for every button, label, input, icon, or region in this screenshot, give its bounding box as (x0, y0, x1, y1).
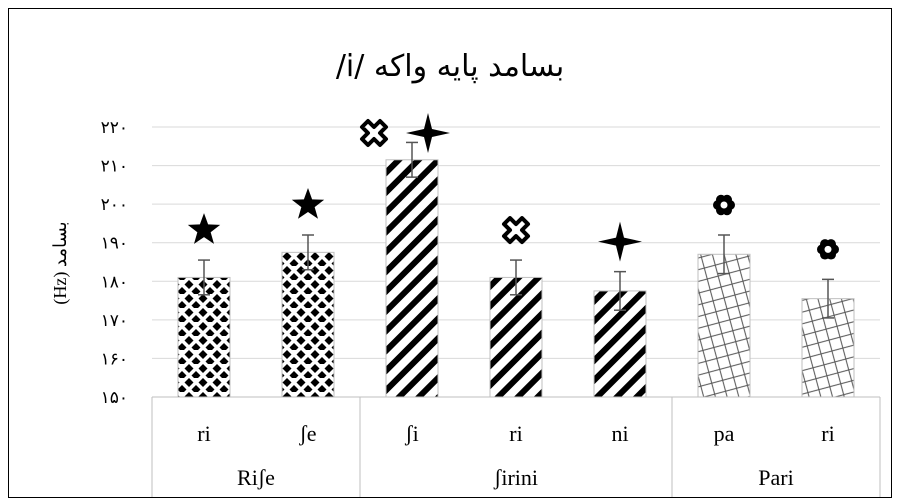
bars (177, 141, 855, 398)
flower-marker (713, 194, 735, 216)
y-tick-label: ۱۹۰ (101, 234, 128, 254)
error-bar (406, 141, 418, 178)
bar (281, 251, 335, 398)
x-category-label: ri (197, 421, 210, 446)
y-tick-label: ۲۰۰ (101, 195, 128, 215)
bar-markers (187, 113, 839, 262)
cross-circle-marker (502, 216, 530, 245)
x-category-label: ri (821, 421, 834, 446)
x-category-label: ʃe (298, 421, 316, 446)
bar (697, 253, 751, 398)
bar (489, 276, 543, 398)
error-bar (198, 259, 210, 296)
y-tick-label: ۲۱۰ (101, 157, 128, 177)
four-point-star-marker (406, 113, 450, 153)
chart-title: بسامد پایه واکه /i/ (336, 49, 564, 84)
x-category-label: ni (611, 421, 628, 446)
bar (177, 276, 231, 398)
y-axis-label: بسامد (Hz) (50, 221, 71, 304)
error-bar (510, 259, 522, 296)
y-tick-label: ۲۲۰ (101, 118, 128, 138)
y-tick-label: ۱۷۰ (101, 311, 128, 331)
star-marker (291, 188, 325, 219)
x-group-label: ʃirini (493, 465, 538, 490)
x-group-label: Riʃe (237, 465, 275, 490)
y-axis-ticks: ۱۵۰ ۱۶۰ ۱۷۰ ۱۸۰ ۱۹۰ ۲۰۰ ۲۱۰ ۲۲۰ (101, 118, 128, 408)
y-tick-label: ۱۶۰ (101, 349, 128, 369)
error-bar (302, 234, 314, 271)
x-group-label: Pari (758, 465, 793, 490)
x-category-label: ʃi (404, 421, 418, 446)
chart-frame (8, 8, 892, 498)
y-tick-label: ۱۸۰ (101, 272, 128, 292)
error-bar (718, 234, 730, 275)
y-tick-label: ۱۵۰ (101, 388, 128, 408)
error-bar (614, 270, 626, 311)
flower-marker (817, 239, 839, 260)
x-category-label: pa (714, 421, 735, 446)
four-point-star-marker (598, 221, 642, 262)
cross-circle-marker (360, 119, 388, 147)
error-bar (822, 278, 834, 319)
x-category-label: ri (509, 421, 522, 446)
bar (385, 159, 439, 398)
star-marker (187, 213, 221, 244)
